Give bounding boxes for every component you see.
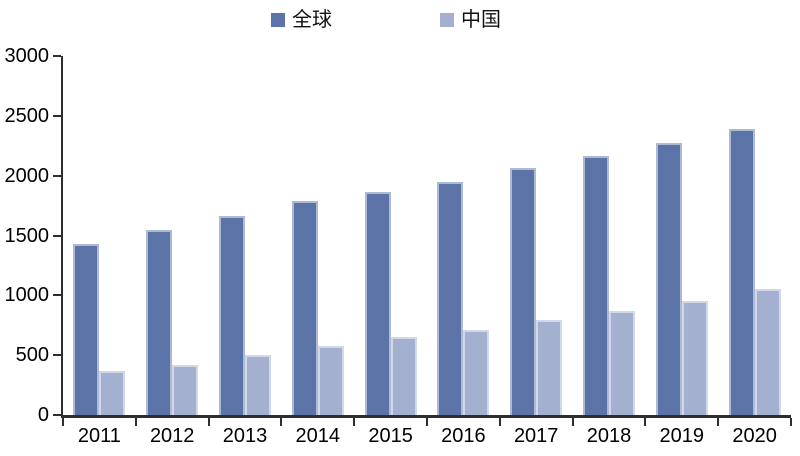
legend-swatch-china-icon xyxy=(440,13,454,27)
bar-group-2012 xyxy=(136,56,209,415)
x-axis-tick xyxy=(62,418,64,426)
legend-label-global: 全球 xyxy=(292,9,332,31)
y-axis-tick xyxy=(53,414,61,416)
x-axis-tick xyxy=(134,418,137,426)
bar-china-2012 xyxy=(172,365,199,415)
y-axis-tick xyxy=(53,234,61,237)
legend-item-global: 全球 xyxy=(271,10,332,30)
plot-area: 0 500 1000 1500 2000 2500 3000 2011 2012 2013 2014… xyxy=(5,46,792,447)
bar-group-2015 xyxy=(354,56,427,415)
x-axis-label: 2017 xyxy=(513,425,559,447)
x-axis-tick xyxy=(644,418,647,426)
x-axis-tick xyxy=(790,418,792,426)
x-axis-label: 2012 xyxy=(149,425,195,447)
bar-china-2017 xyxy=(536,320,563,415)
x-axis-tick xyxy=(280,418,283,426)
bar-global-2019 xyxy=(655,143,682,415)
bar-china-2019 xyxy=(681,301,708,415)
x-axis-label: 2019 xyxy=(659,425,705,447)
bar-global-2017 xyxy=(510,168,537,415)
legend-swatch-global-icon xyxy=(271,13,285,27)
y-axis-line xyxy=(61,56,63,417)
bar-global-2015 xyxy=(364,192,391,415)
x-axis-label: 2011 xyxy=(77,425,121,447)
y-axis-tick xyxy=(53,294,61,297)
bar-group-2011 xyxy=(63,56,136,415)
y-axis-tick xyxy=(53,354,61,357)
bar-global-2020 xyxy=(728,129,755,415)
x-axis-label: 2020 xyxy=(732,425,777,447)
y-axis-label: 2000 xyxy=(4,164,50,187)
x-axis-tick xyxy=(426,418,428,426)
y-axis-label: 2500 xyxy=(4,104,50,127)
y-axis-tick xyxy=(53,174,61,177)
bar-china-2016 xyxy=(463,330,490,415)
bar-china-2014 xyxy=(317,346,344,415)
bar-group-2020 xyxy=(718,56,791,415)
bar-group-2017 xyxy=(500,56,573,415)
bar-group-2019 xyxy=(645,56,718,415)
bar-group-2013 xyxy=(209,56,282,415)
bar-china-2011 xyxy=(99,371,126,415)
bar-china-2013 xyxy=(244,355,271,415)
y-axis-label: 500 xyxy=(15,344,49,367)
bar-global-2016 xyxy=(437,182,464,415)
x-axis-label: 2013 xyxy=(222,425,268,447)
legend-item-china: 中国 xyxy=(440,10,501,30)
bar-global-2012 xyxy=(146,230,173,415)
bar-global-2011 xyxy=(73,244,100,415)
x-axis-line xyxy=(61,415,791,418)
bar-global-2014 xyxy=(291,201,318,415)
x-axis-tick xyxy=(571,418,574,426)
y-axis-label: 1000 xyxy=(4,284,50,307)
y-axis-tick xyxy=(53,114,61,117)
x-axis-tick xyxy=(207,418,210,426)
bar-china-2020 xyxy=(754,289,781,415)
bar-global-2013 xyxy=(218,216,245,415)
x-axis-tick xyxy=(717,418,720,426)
x-axis-label: 2018 xyxy=(586,425,632,447)
bar-group-2014 xyxy=(281,56,354,415)
x-axis-label: 2015 xyxy=(368,425,413,447)
x-axis-label: 2014 xyxy=(295,425,341,447)
legend: 全球 中国 xyxy=(0,10,786,30)
bar-china-2018 xyxy=(608,311,635,415)
bar-global-2018 xyxy=(582,156,609,415)
bar-group-2016 xyxy=(427,56,500,415)
y-axis-label: 3000 xyxy=(4,45,50,67)
bar-group-2018 xyxy=(573,56,646,415)
y-axis-tick xyxy=(53,55,61,57)
y-axis-label: 1500 xyxy=(4,224,50,247)
y-axis-label: 0 xyxy=(37,404,49,426)
x-axis-tick xyxy=(498,418,501,426)
legend-label-china: 中国 xyxy=(461,9,501,31)
x-axis-label: 2016 xyxy=(441,425,486,447)
x-axis-tick xyxy=(353,418,356,426)
bar-china-2015 xyxy=(390,337,417,415)
